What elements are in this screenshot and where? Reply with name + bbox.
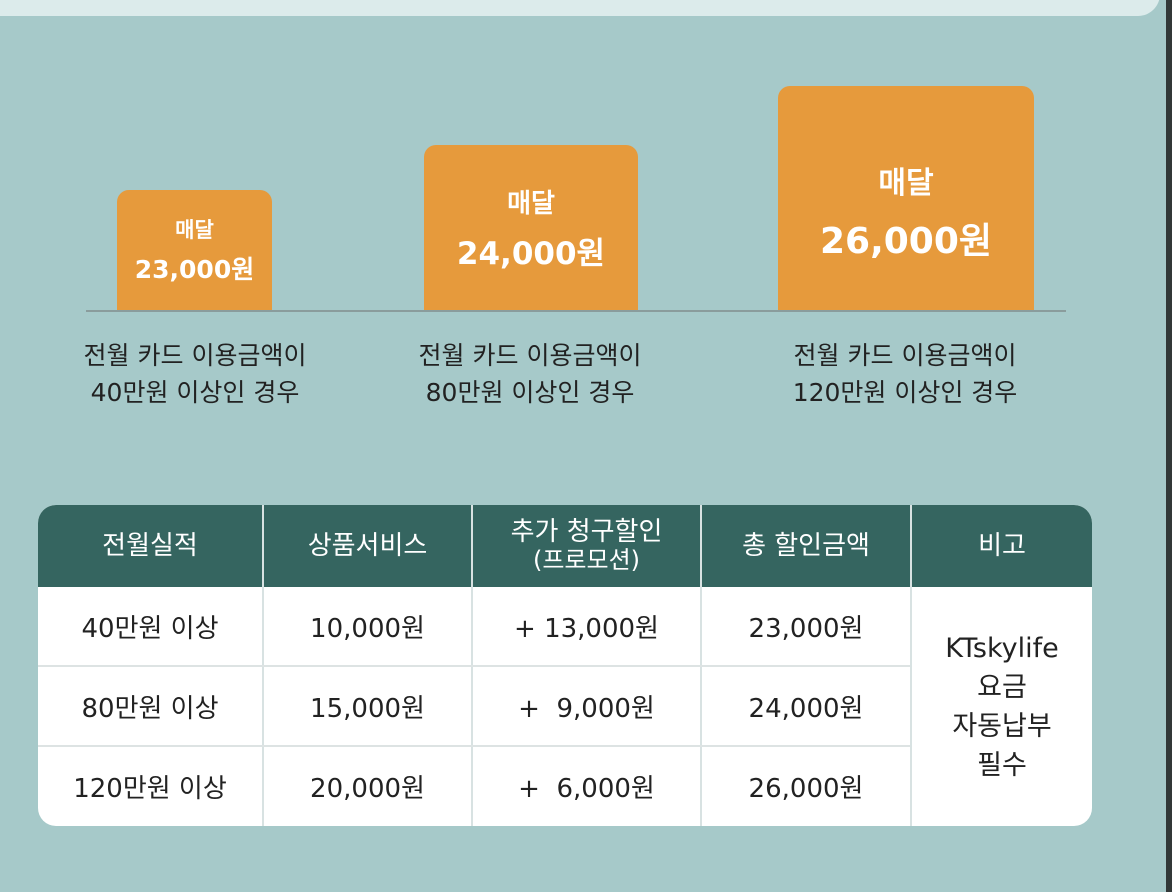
header-previous-month-usage: 전월실적 — [102, 531, 198, 561]
discount-bar-tier-1: 매달 23,000원 — [117, 190, 272, 310]
cell-service: 20,000원 — [310, 773, 425, 804]
bar-label: 매달 — [507, 188, 555, 219]
discount-bar-tier-2: 매달 24,000원 — [424, 145, 638, 310]
window-edge — [1166, 0, 1172, 892]
bar-label: 매달 — [878, 166, 934, 201]
cell-promo: + 6,000원 — [518, 773, 655, 804]
cell-usage: 120만원 이상 — [73, 773, 227, 804]
header-product-service: 상품서비스 — [307, 531, 428, 561]
cell-usage: 80만원 이상 — [81, 693, 219, 724]
tier-condition-3: 전월 카드 이용금액이 120만원 이상인 경우 — [740, 337, 1070, 411]
note-cell: KTskylife 요금 자동납부 필수 — [945, 632, 1059, 781]
row-divider — [38, 665, 910, 667]
discount-table: 전월실적 상품서비스 추가 청구할인 (프로모션) 총 할인금액 비고 40만원… — [38, 505, 1092, 826]
discount-bar-tier-3: 매달 26,000원 — [778, 86, 1034, 310]
cell-total: 24,000원 — [748, 693, 864, 724]
header-note: 비고 — [978, 531, 1026, 561]
tier-condition-2: 전월 카드 이용금액이 80만원 이상인 경우 — [365, 337, 695, 411]
condition-line: 전월 카드 이용금액이 — [793, 341, 1017, 370]
condition-line: 전월 카드 이용금액이 — [83, 341, 307, 370]
cell-service: 10,000원 — [310, 613, 425, 644]
bar-amount: 26,000원 — [819, 221, 993, 262]
cell-usage: 40만원 이상 — [81, 613, 219, 644]
bar-label: 매달 — [175, 218, 214, 242]
header-total-discount: 총 할인금액 — [742, 531, 870, 561]
cell-total: 26,000원 — [748, 773, 864, 804]
column-divider — [910, 505, 912, 826]
condition-line: 전월 카드 이용금액이 — [418, 341, 642, 370]
condition-line: 120만원 이상인 경우 — [792, 378, 1018, 407]
condition-line: 80만원 이상인 경우 — [425, 378, 635, 407]
top-panel — [0, 0, 1160, 16]
bar-baseline — [86, 310, 1066, 312]
cell-total: 23,000원 — [748, 613, 864, 644]
tier-condition-1: 전월 카드 이용금액이 40만원 이상인 경우 — [40, 337, 350, 411]
cell-promo: + 13,000원 — [514, 613, 659, 644]
cell-promo: + 9,000원 — [518, 693, 655, 724]
bar-amount: 23,000원 — [134, 255, 255, 284]
bar-amount: 24,000원 — [456, 235, 606, 272]
header-additional-discount: 추가 청구할인 (프로모션) — [510, 517, 663, 574]
row-divider — [38, 745, 910, 747]
cell-service: 15,000원 — [310, 693, 425, 724]
condition-line: 40만원 이상인 경우 — [90, 378, 300, 407]
table-header-row — [38, 505, 1092, 587]
